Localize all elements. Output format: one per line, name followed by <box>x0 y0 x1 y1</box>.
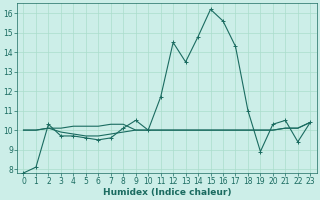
X-axis label: Humidex (Indice chaleur): Humidex (Indice chaleur) <box>103 188 231 197</box>
